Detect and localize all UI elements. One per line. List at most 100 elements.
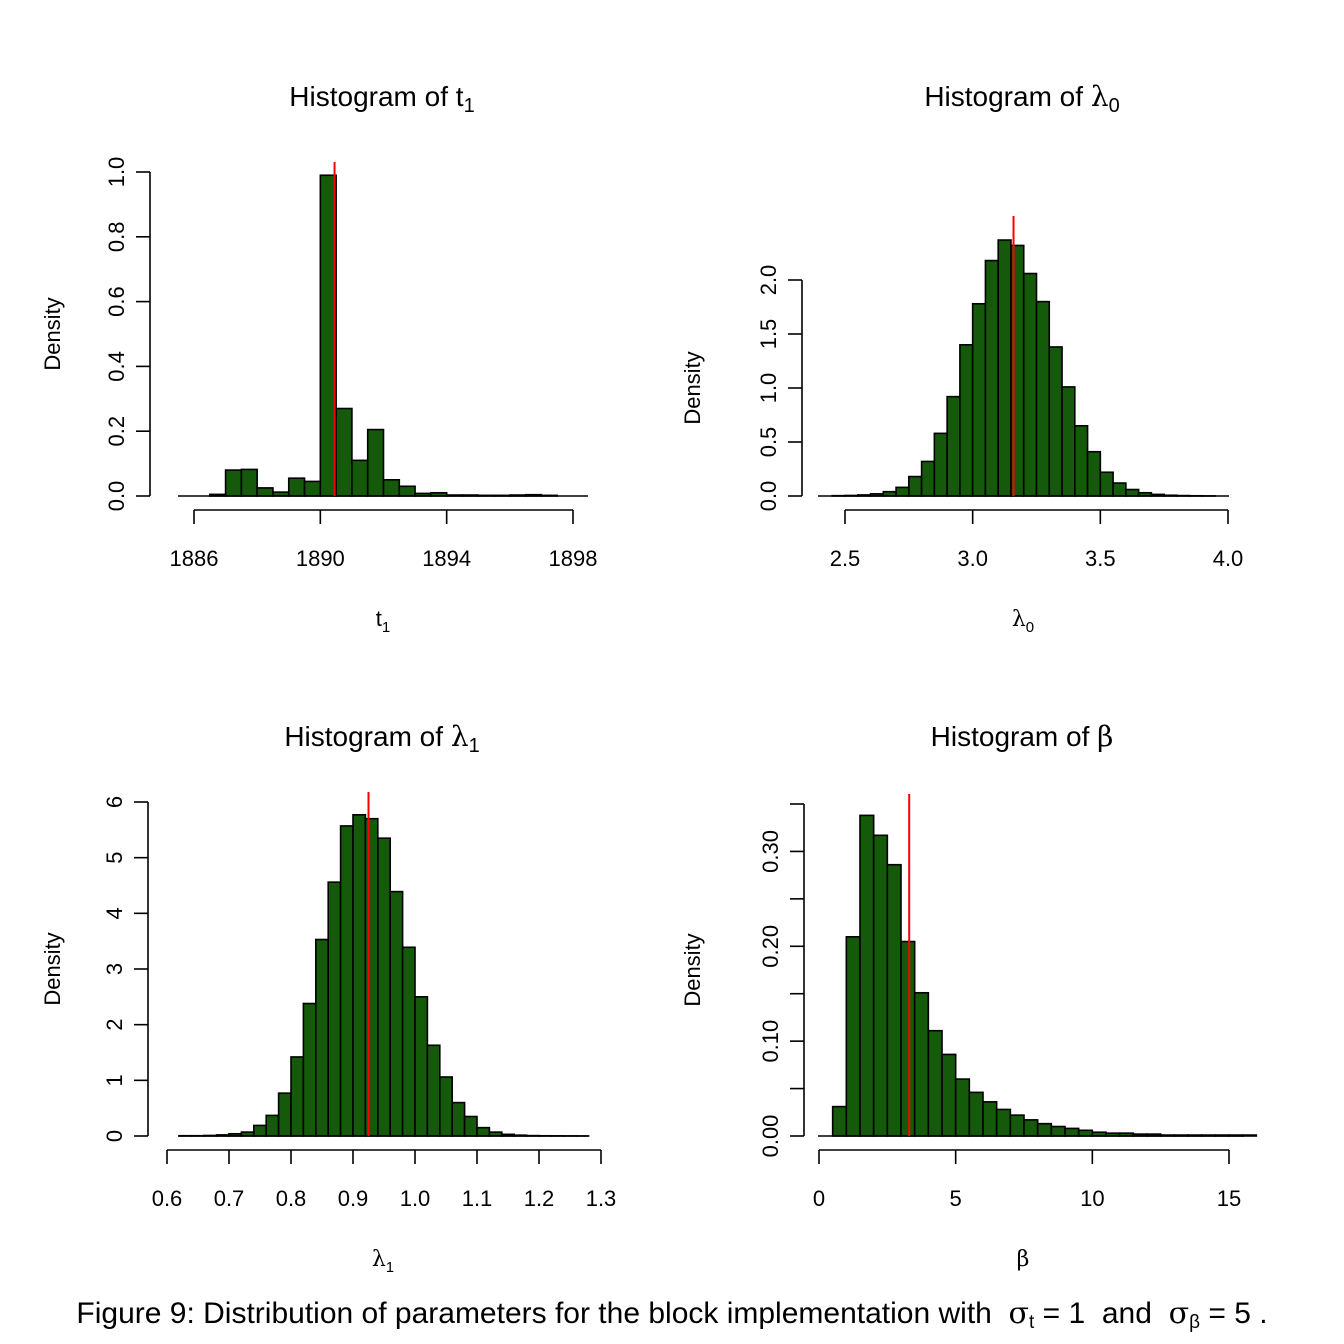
x-tick-label: 1898 [549,546,598,571]
y-tick-label: 0 [102,1130,127,1142]
panel-title: Histogram of λ0 [924,80,1119,117]
histogram-bar [366,428,385,497]
y-tick-label: 0.20 [758,925,783,968]
x-tick-label: 0.7 [214,1186,245,1211]
histogram-bar [398,485,416,497]
y-tick-label: 3 [102,963,127,975]
y-tick-label: 1.5 [756,319,781,350]
x-tick-label: 0.9 [338,1186,369,1211]
histogram-bar [895,486,910,497]
histogram-bar [290,1056,305,1137]
x-tick-label: 1894 [422,546,471,571]
caption-sigma-t-symbol: σ [1008,1296,1029,1331]
histogram-panel-1: 1886 1890 1894 1898 0.0 0.2 0.4 0.6 0.8 1.0 Densit… [40,81,597,636]
histogram-bar [1048,346,1063,497]
histogram-bar [382,478,401,497]
x-tick-label: 0 [813,1186,825,1211]
histogram-bar [872,834,889,1137]
histogram-bar [1009,1114,1025,1137]
histogram-bar [971,302,987,497]
caption-sigma-t-subscript: t [1029,1312,1035,1333]
y-tick-label: 0.5 [756,427,781,458]
histogram-bar [364,817,379,1137]
caption-sigma-beta-subscript: β [1189,1312,1200,1333]
caption-sigma-beta-symbol: σ [1168,1296,1190,1331]
histogram-bar [908,475,923,497]
histogram-bar [1241,1134,1258,1137]
histogram-bar [984,259,1000,497]
x-tick-label: 1.1 [462,1186,493,1211]
histogram-bar [941,1053,957,1137]
histogram-bar [1086,450,1102,497]
x-tick-label: 15 [1217,1186,1241,1211]
x-tick-label: 1890 [296,546,345,571]
y-tick-label: 2 [102,1019,127,1031]
histogram-bar [302,1002,317,1137]
x-tick-label: 1.3 [586,1186,617,1211]
x-tick-label: 10 [1080,1186,1104,1211]
histogram-bar [886,863,902,1137]
histogram-bar [1077,1129,1094,1137]
x-tick-label: 4.0 [1213,546,1244,571]
histogram-bar [959,343,974,497]
y-tick-label: 1.0 [104,157,129,188]
panel-title: Histogram of β [931,720,1114,753]
x-axis-label: λ0 [1012,607,1034,636]
x-axis-label: t1 [376,606,390,636]
histogram-bar [1036,1122,1053,1137]
x-tick-label: 3.5 [1085,546,1116,571]
y-tick-label: 4 [102,907,127,919]
histogram-bar [1125,488,1140,497]
histogram-panel-2: 2.5 3.0 3.5 4.0 0.0 0.5 1.0 1.5 2.0 Density Histog… [680,80,1243,636]
caption-and: and [1101,1297,1152,1330]
histogram-panel-3: 0.6 0.7 0.8 0.9 1.0 1.1 1.2 1.3 0 1 2 3 4 5 6 Density Hi… [40,720,616,1276]
y-tick-label: 1.0 [756,373,781,404]
histogram-bar [463,1115,478,1137]
x-axis-label: β [1017,1247,1030,1272]
histogram-bar [401,946,416,1137]
histogram-bar [995,1108,1012,1137]
y-tick-label: 0.6 [104,286,129,317]
histogram-bar [900,940,916,1137]
histogram-bar [256,487,274,497]
y-tick-label: 2.0 [756,265,781,296]
caption-sigma-beta-value: = 5 . [1208,1297,1268,1330]
histogram-bar [389,890,404,1137]
histogram-bar [314,938,329,1137]
histogram-bar [352,814,367,1137]
histogram-bar [376,837,391,1137]
x-tick-label: 3.0 [957,546,988,571]
y-tick-label: 5 [102,852,127,864]
x-tick-label: 0.6 [152,1186,183,1211]
histogram-bar [933,432,948,497]
histogram-bar [1061,386,1076,497]
histogram-bar [859,814,875,1137]
histogram-bar [1050,1125,1066,1137]
histogram-bar [1099,471,1114,497]
y-tick-label: 0.2 [104,416,129,447]
y-tick-label: 0.8 [104,222,129,253]
histogram-bar [426,1044,441,1137]
y-tick-label: 0.00 [758,1115,783,1158]
histogram-bar [476,1126,491,1137]
histogram-bar [335,407,353,497]
y-tick-label: 0.0 [104,481,129,512]
y-tick-label: 0.0 [756,481,781,512]
figure-canvas: 1886 1890 1894 1898 0.0 0.2 0.4 0.6 0.8 1.0 Densit… [40,80,1258,1276]
histogram-bar [224,469,243,497]
histogram-bar [438,1076,453,1137]
histogram-bar [913,991,930,1137]
y-axis-label: Density [40,932,65,1005]
histogram-bar [277,1092,292,1137]
y-tick-label: 6 [102,796,127,808]
y-axis-label: Density [680,933,705,1006]
histogram-bar [997,239,1012,497]
histogram-bar [968,1091,984,1137]
histogram-bar [1074,424,1089,497]
y-tick-label: 0.4 [104,351,129,382]
histogram-bar [240,468,258,497]
histogram-bar [351,459,369,497]
figure-caption: Figure 9: Distribution of parameters for… [0,1296,1344,1334]
y-tick-label: 0.10 [758,1020,783,1063]
x-tick-label: 2.5 [830,546,861,571]
